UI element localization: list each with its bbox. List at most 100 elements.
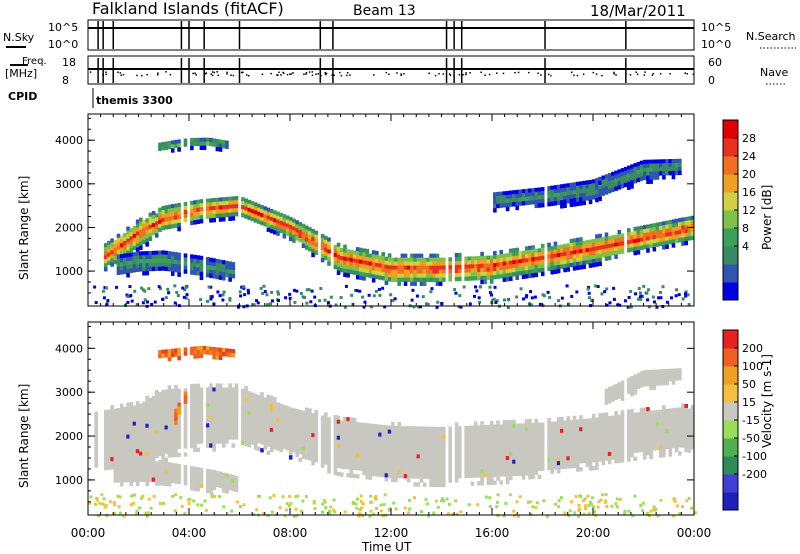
power-cell — [241, 205, 245, 210]
velocity-cell — [499, 436, 504, 441]
power-cell — [381, 264, 386, 269]
power-cell — [598, 188, 602, 194]
velocity-cell — [282, 428, 287, 434]
nave-dot — [659, 73, 662, 75]
power-cell — [304, 241, 309, 246]
velocity-cell — [483, 472, 488, 478]
velocity-scatter — [534, 506, 538, 510]
power-cell — [547, 246, 551, 252]
velocity-cell — [234, 479, 239, 485]
velocity-cell — [480, 421, 484, 426]
power-cell — [228, 265, 232, 270]
power-cell — [394, 265, 398, 270]
velocity-cell — [215, 435, 220, 440]
velocity-cell — [371, 459, 376, 465]
power-cell — [595, 190, 599, 195]
velocity-cell — [336, 419, 341, 425]
velocity-cell — [681, 411, 685, 416]
power-cell — [311, 232, 315, 238]
power-cell — [234, 212, 239, 217]
power-cell — [585, 240, 590, 245]
power-cell — [352, 254, 357, 259]
power-cell — [572, 198, 577, 203]
velocity-cell — [103, 434, 108, 439]
velocity-cell — [308, 444, 312, 449]
velocity-cell — [537, 474, 542, 479]
power-cell — [301, 239, 306, 245]
power-cell — [139, 229, 143, 234]
power-cell — [170, 204, 175, 209]
velocity-cell — [327, 469, 331, 474]
power-cell — [164, 209, 169, 214]
velocity-cell — [132, 445, 137, 450]
velocity-cell — [668, 432, 673, 437]
velocity-cell — [649, 373, 653, 379]
velocity-cell — [215, 439, 220, 444]
power-cell — [154, 258, 159, 263]
velocity-cell — [378, 424, 382, 429]
power-cell — [518, 255, 523, 260]
velocity-cell — [206, 439, 210, 444]
velocity-cell — [375, 472, 379, 477]
velocity-cell — [151, 431, 156, 437]
velocity-cell — [604, 444, 609, 449]
velocity-cell — [438, 466, 443, 472]
velocity-cell — [658, 441, 663, 446]
velocity-cell — [304, 411, 309, 416]
power-cell — [480, 279, 484, 285]
power-cell — [177, 252, 181, 257]
power-cell — [499, 258, 504, 263]
power-cell — [528, 265, 532, 271]
power-cell — [512, 260, 516, 265]
power-cell — [231, 200, 236, 205]
nave-dot — [331, 74, 333, 76]
power-cell — [630, 164, 634, 169]
velocity-cell — [167, 441, 172, 446]
velocity-cell — [553, 457, 558, 462]
power-cell — [435, 253, 440, 258]
power-scatter — [651, 295, 655, 299]
velocity-cell — [627, 385, 631, 390]
velocity-cell — [276, 442, 280, 447]
power-cell — [282, 218, 287, 223]
velocity-cell — [148, 457, 153, 463]
velocity-cell — [381, 436, 386, 442]
velocity-cell — [499, 452, 504, 457]
velocity-cell — [375, 452, 379, 457]
power-scatter — [319, 286, 323, 290]
velocity-cell — [566, 460, 571, 465]
power-cell — [148, 236, 153, 241]
velocity-cell — [228, 431, 232, 436]
nave-dot — [514, 71, 516, 74]
velocity-cell — [308, 436, 312, 441]
velocity-cell — [633, 390, 637, 395]
velocity-cell — [658, 417, 663, 422]
power-cell — [512, 190, 516, 195]
power-cell — [177, 139, 181, 144]
velocity-cell — [454, 430, 459, 435]
velocity-cell — [477, 461, 481, 466]
velocity-cell — [139, 455, 143, 460]
power-cell — [480, 263, 484, 269]
power-scatter — [344, 284, 348, 288]
velocity-cell — [438, 442, 443, 448]
power-cell — [572, 246, 577, 251]
power-cell — [496, 274, 500, 279]
power-cell — [518, 251, 523, 256]
power-scatter — [410, 298, 414, 302]
power-cell — [630, 235, 634, 240]
velocity-cell — [285, 426, 290, 431]
power-cell — [620, 168, 625, 173]
power-scatter — [628, 305, 632, 309]
power-cell — [190, 216, 194, 222]
velocity-cell — [170, 429, 175, 434]
power-cell — [515, 247, 519, 252]
velocity-cell — [231, 419, 236, 424]
power-cell — [209, 210, 213, 215]
velocity-cell — [547, 437, 551, 443]
velocity-cell — [515, 443, 519, 448]
velocity-cell — [422, 450, 427, 455]
velocity-cell — [604, 412, 609, 417]
power-cell — [212, 262, 216, 267]
velocity-cell — [633, 382, 637, 387]
